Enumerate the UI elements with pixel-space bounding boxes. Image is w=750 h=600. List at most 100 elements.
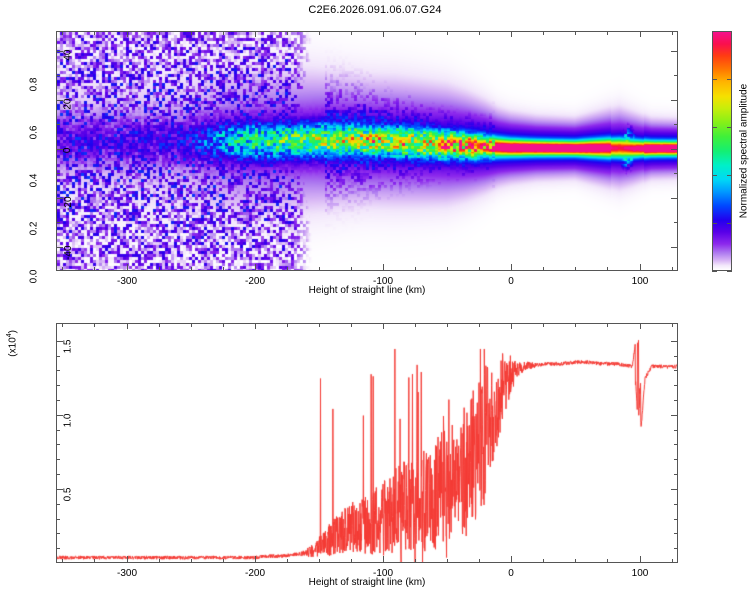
axis-tick	[223, 267, 224, 271]
x-tick-label: 0	[508, 568, 514, 579]
colorbar-tick-label: 0.0	[28, 269, 40, 284]
axis-tick	[56, 548, 60, 549]
axis-tick	[56, 124, 60, 125]
snr-exp-power: 4	[6, 333, 13, 338]
axis-tick	[415, 323, 416, 327]
y-tick-label: 40	[62, 49, 74, 61]
axis-tick	[56, 474, 60, 475]
axis-tick	[575, 31, 576, 35]
colorbar-tick-label: 0.2	[28, 221, 40, 236]
axis-tick	[56, 370, 60, 371]
axis-tick	[56, 489, 63, 490]
axis-tick	[319, 559, 320, 563]
axis-tick	[447, 323, 448, 327]
axis-tick	[479, 559, 480, 563]
axis-tick	[56, 356, 60, 357]
axis-tick	[223, 559, 224, 563]
axis-tick	[127, 31, 128, 37]
axis-tick	[674, 400, 678, 401]
axis-tick	[447, 31, 448, 35]
axis-tick	[712, 175, 717, 176]
spectrogram-image	[57, 32, 677, 270]
axis-tick	[674, 356, 678, 357]
axis-tick	[383, 323, 384, 329]
axis-tick	[607, 323, 608, 327]
axis-tick	[727, 175, 732, 176]
snr-exp-close: )	[7, 330, 19, 334]
axis-tick	[191, 31, 192, 35]
axis-tick	[543, 267, 544, 271]
snr-y-axis-exponent: (x104)	[6, 330, 18, 357]
x-tick-label: -100	[372, 568, 393, 579]
axis-tick	[511, 556, 512, 563]
axis-tick	[56, 75, 60, 76]
axis-tick	[674, 75, 678, 76]
axis-tick	[223, 323, 224, 327]
axis-tick	[672, 559, 673, 563]
axis-tick	[191, 559, 192, 563]
x-tick-label: 100	[631, 276, 649, 287]
axis-tick	[94, 559, 95, 563]
axis-tick	[56, 533, 60, 534]
axis-tick	[712, 79, 717, 80]
x-tick-label: -100	[372, 276, 393, 287]
axis-tick	[415, 267, 416, 271]
axis-tick	[674, 533, 678, 534]
axis-tick	[575, 323, 576, 327]
axis-tick	[607, 267, 608, 271]
axis-tick	[671, 341, 678, 342]
y-tick-label: 20	[62, 98, 74, 110]
axis-tick	[94, 323, 95, 327]
spectrogram-x-axis-label: Height of straight line (km)	[308, 285, 426, 296]
axis-tick	[127, 323, 128, 329]
x-tick-label: -200	[244, 276, 265, 287]
axis-tick	[671, 489, 678, 490]
axis-tick	[543, 559, 544, 563]
snr-plot-area	[56, 323, 678, 563]
axis-tick	[56, 341, 63, 342]
axis-tick	[56, 504, 60, 505]
axis-tick	[191, 267, 192, 271]
axis-tick	[287, 323, 288, 327]
axis-tick	[674, 173, 678, 174]
axis-tick	[56, 519, 60, 520]
axis-tick	[672, 323, 673, 327]
axis-tick	[56, 400, 60, 401]
figure-title: C2E6.2026.091.06.07.G24	[308, 4, 442, 16]
colorbar-tick-label: 0.4	[28, 173, 40, 188]
axis-tick	[159, 31, 160, 35]
axis-tick	[674, 370, 678, 371]
axis-tick	[640, 323, 641, 329]
axis-tick	[56, 100, 63, 101]
x-tick-label: -300	[116, 568, 137, 579]
x-tick-label: -300	[116, 276, 137, 287]
axis-tick	[640, 31, 641, 37]
axis-tick	[159, 559, 160, 563]
axis-tick	[671, 51, 678, 52]
axis-tick	[287, 267, 288, 271]
axis-tick	[712, 127, 717, 128]
snr-exp-base: (x10	[7, 337, 19, 357]
axis-tick	[511, 31, 512, 37]
axis-tick	[62, 267, 63, 271]
axis-tick	[255, 264, 256, 271]
axis-tick	[712, 271, 717, 272]
axis-tick	[56, 415, 63, 416]
axis-tick	[674, 124, 678, 125]
colorbar	[712, 31, 732, 271]
axis-tick	[672, 31, 673, 35]
colorbar-tick-label: 0.8	[28, 77, 40, 92]
axis-tick	[127, 264, 128, 271]
axis-tick	[674, 444, 678, 445]
axis-tick	[56, 222, 60, 223]
axis-tick	[255, 323, 256, 329]
axis-tick	[383, 31, 384, 37]
axis-tick	[727, 223, 732, 224]
axis-tick	[319, 267, 320, 271]
axis-tick	[511, 323, 512, 329]
axis-tick	[674, 548, 678, 549]
axis-tick	[56, 430, 60, 431]
axis-tick	[607, 559, 608, 563]
axis-tick	[56, 247, 63, 248]
axis-tick	[671, 149, 678, 150]
